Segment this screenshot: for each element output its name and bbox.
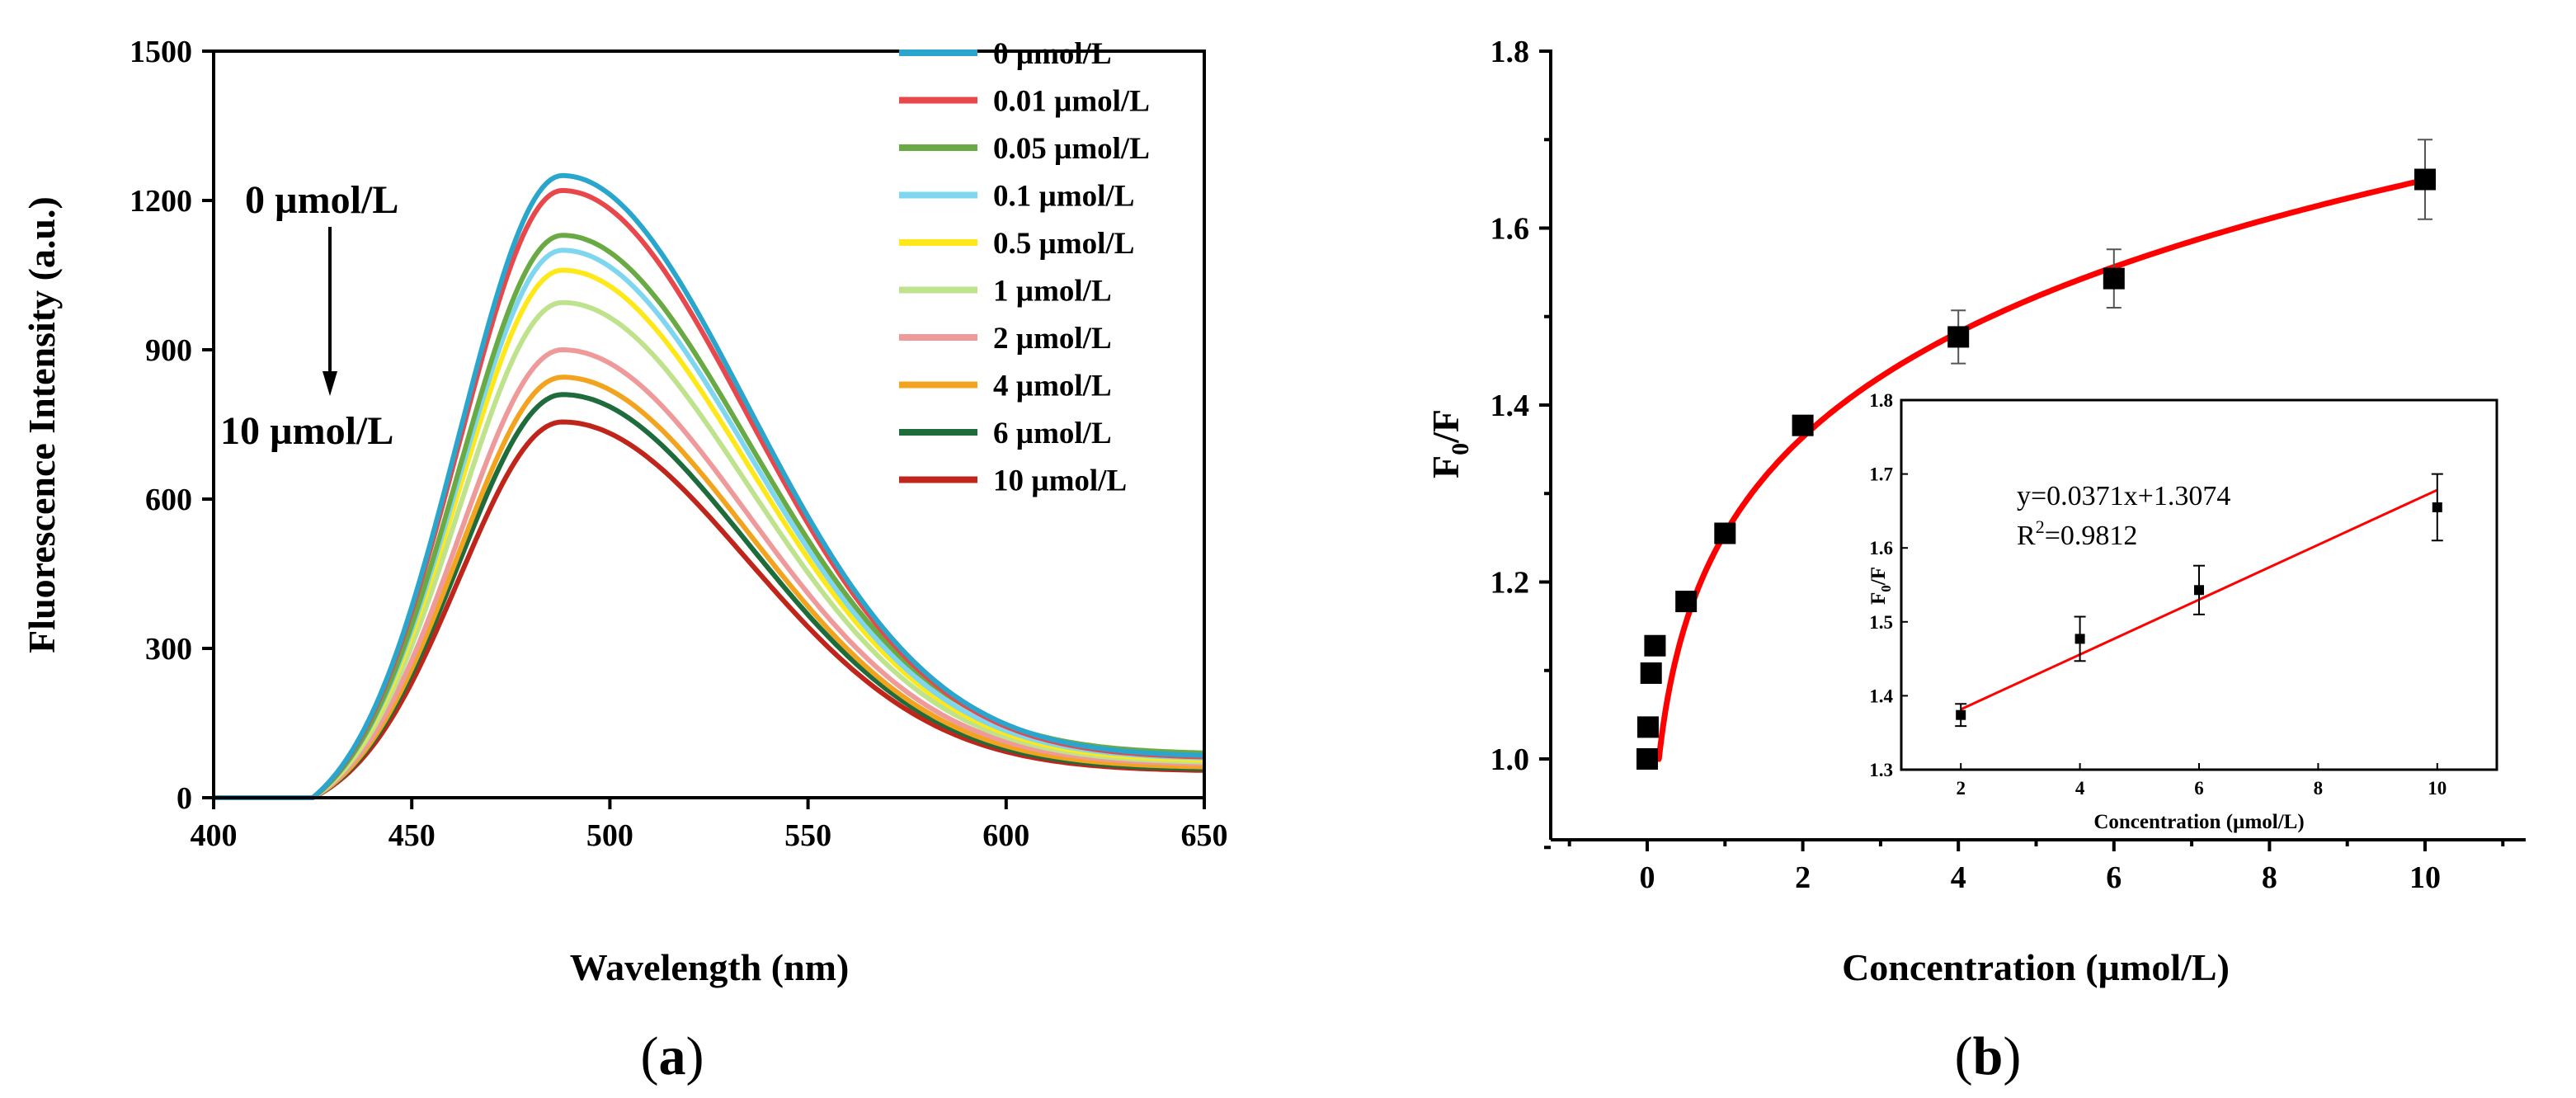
y-tick-label-a: 600 <box>145 483 192 517</box>
y-tick-label-a: 300 <box>145 632 192 667</box>
data-point <box>2414 168 2436 191</box>
annotation-start-label: 0 µmol/L <box>245 178 398 222</box>
inset-data-point <box>1956 709 1966 720</box>
y-tick-label-a: 1500 <box>130 35 192 69</box>
data-point <box>1947 326 1970 348</box>
x-tick-label-b: 2 <box>1795 860 1811 895</box>
x-tick-label-a: 400 <box>191 818 238 853</box>
inset-x-tick-label: 4 <box>2075 778 2085 799</box>
inset-x-tick-label: 10 <box>2428 778 2446 799</box>
inset-y-tick-label: 1.5 <box>1869 612 1893 633</box>
inset-y-tick-label: 1.8 <box>1869 390 1893 411</box>
inset-x-tick-label: 2 <box>1956 778 1966 799</box>
y-tick-label-a: 1200 <box>130 184 192 219</box>
panel-label-a: (a) <box>641 1026 704 1086</box>
inset-equation: y=0.0371x+1.3074 <box>2017 481 2230 511</box>
y-tick-label-b: 1.2 <box>1491 566 1530 601</box>
legend-label: 2 µmol/L <box>993 322 1112 356</box>
legend-label: 10 µmol/L <box>993 464 1127 498</box>
y-tick-label-b: 1.0 <box>1491 742 1530 777</box>
legend-label: 1 µmol/L <box>993 275 1112 309</box>
y-tick-label-a: 0 <box>177 781 192 816</box>
data-point <box>1714 522 1736 544</box>
inset-y-tick-label: 1.7 <box>1869 464 1893 485</box>
inset-axis-ticks: 2 4 6 8 10 1.3 1.4 1.5 1.6 1.7 1.8 <box>1869 390 2446 799</box>
y-tick-label-a: 900 <box>145 333 192 368</box>
legend-label: 0.01 µmol/L <box>993 85 1150 119</box>
inset-y-axis-title: F0/F <box>1867 567 1894 605</box>
legend-label: 0.1 µmol/L <box>993 180 1134 214</box>
legend-label: 0.5 µmol/L <box>993 227 1134 261</box>
inset-x-tick-label: 6 <box>2194 778 2204 799</box>
x-tick-label-b: 0 <box>1640 860 1655 895</box>
x-tick-label-b: 4 <box>1951 860 1966 895</box>
panel-label-b: (b) <box>1955 1026 2022 1086</box>
x-tick-label-a: 500 <box>586 818 633 853</box>
y-tick-label-b: 1.6 <box>1491 212 1530 247</box>
legend-a: 0 µmol/L 0.01 µmol/L 0.05 µmol/L 0.1 µmol/L… <box>899 37 1150 498</box>
inset-data-point <box>2194 585 2204 596</box>
legend-label: 4 µmol/L <box>993 370 1112 403</box>
legend-label: 6 µmol/L <box>993 417 1112 450</box>
spectrum-line <box>214 172 1205 800</box>
inset-data-points <box>1955 473 2443 728</box>
panel-a: 400 450 500 550 600 650 0 300 600 900 1200 1500 Wav… <box>21 35 1228 1086</box>
inset-r-squared: R2=0.9812 <box>2017 516 2137 551</box>
x-tick-label-a: 600 <box>982 818 1029 853</box>
data-point <box>1640 662 1662 684</box>
data-point <box>2103 267 2125 290</box>
x-tick-label-b: 6 <box>2106 860 2122 895</box>
x-tick-label-b: 8 <box>2262 860 2277 895</box>
x-axis-title-a: Wavelength (nm) <box>570 946 850 988</box>
x-tick-label-b: 10 <box>2409 860 2441 895</box>
annotation-end-label: 10 µmol/L <box>220 409 393 453</box>
legend-label: 0 µmol/L <box>993 37 1112 71</box>
y-axis-title-a: Fluorescence Intensity (a.u.) <box>21 196 63 653</box>
inset-data-point <box>2074 634 2085 644</box>
inset-x-tick-label: 8 <box>2314 778 2324 799</box>
data-point <box>1675 591 1698 613</box>
inset-y-tick-label: 1.6 <box>1869 538 1893 558</box>
x-tick-label-a: 650 <box>1181 818 1228 853</box>
inset-y-tick-label: 1.3 <box>1869 760 1893 780</box>
data-point <box>1644 634 1666 657</box>
data-point <box>1636 748 1658 770</box>
y-axis-title-b: F0/F <box>1425 409 1474 478</box>
x-tick-label-a: 450 <box>389 818 436 853</box>
inset-x-axis-title: Concentration (µmol/L) <box>2093 811 2304 833</box>
emission-spectra-curves <box>214 172 1205 800</box>
data-points-b <box>1636 139 2436 770</box>
x-tick-label-a: 550 <box>784 818 831 853</box>
legend-label: 0.05 µmol/L <box>993 132 1150 166</box>
y-tick-label-b: 1.4 <box>1491 389 1530 423</box>
spectrum-line <box>214 346 1205 800</box>
decrease-arrow-head <box>323 371 337 396</box>
data-point <box>1636 716 1659 738</box>
axis-ticks-b: 0 2 4 6 8 10 1.0 1.2 1.4 1.6 1.8 <box>1491 35 2505 895</box>
plot-frame-a <box>212 49 1206 799</box>
data-point <box>1792 414 1814 436</box>
inset-y-tick-label: 1.4 <box>1869 686 1893 706</box>
y-tick-label-b: 1.8 <box>1491 35 1530 69</box>
panel-b: 0 2 4 6 8 10 1.0 1.2 1.4 1.6 1.8 Concentration (µm… <box>1425 35 2526 1086</box>
axis-ticks-a: 400 450 500 550 600 650 0 300 600 900 1200 1500 <box>130 35 1228 853</box>
x-axis-title-b: Concentration (µmol/L) <box>1842 946 2230 988</box>
inset-data-point <box>2432 502 2442 512</box>
inset-linear-fit: 2 4 6 8 10 1.3 1.4 1.5 1.6 1.7 1.8 y=0.0371x+1.307… <box>1867 390 2498 833</box>
